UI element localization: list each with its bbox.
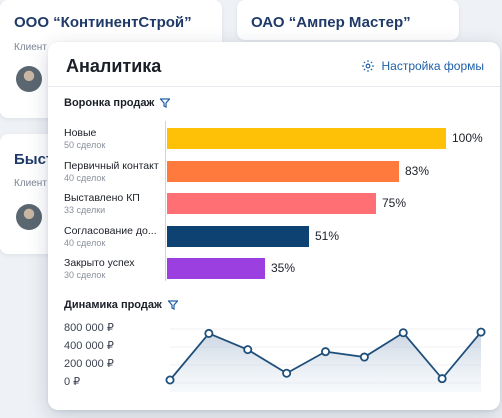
funnel-stage-label: Первичный контакт [64, 159, 159, 172]
panel-title: Аналитика [66, 56, 162, 76]
funnel-stage-label: Согласование до... [64, 224, 157, 237]
funnel-stage-count: 30 сделок [64, 270, 106, 280]
sales-point[interactable] [320, 347, 330, 357]
funnel-stage-label: Новые [64, 127, 97, 139]
y-tick-label: 400 000 ₽ [64, 340, 114, 352]
sales-point[interactable] [282, 368, 292, 378]
funnel-title: Воронка продаж [64, 97, 155, 109]
sales-point[interactable] [165, 375, 175, 385]
avatar [16, 66, 42, 92]
funnel-bar-percent: 35% [271, 261, 296, 275]
client-card-label: Клиент [14, 42, 47, 53]
analytics-panel: Аналитика Настройка формы Воронка продаж… [48, 42, 500, 410]
funnel-stage-label: Выставлено КП [64, 192, 140, 204]
funnel-stage-label: Закрыто успех [64, 257, 135, 269]
client-card-label: Клиент [14, 178, 47, 189]
sales-point[interactable] [359, 352, 369, 362]
sales-point[interactable] [476, 327, 486, 337]
sales-dynamics-chart [165, 327, 486, 392]
funnel-filter-icon[interactable] [160, 98, 171, 108]
funnel-axis [165, 121, 166, 281]
header-divider [48, 86, 500, 87]
dynamics-title: Динамика продаж [64, 299, 162, 311]
sales-point[interactable] [204, 328, 214, 338]
funnel-bar-percent: 75% [382, 196, 407, 210]
form-settings-label: Настройка формы [381, 59, 484, 73]
y-tick-label: 0 ₽ [64, 376, 81, 388]
sales-point[interactable] [243, 345, 253, 355]
funnel-bar[interactable] [167, 128, 446, 149]
gear-icon [362, 60, 375, 72]
sales-point[interactable] [437, 374, 447, 384]
client-card-title: Быст [14, 151, 54, 168]
funnel-bar-percent: 83% [405, 163, 430, 178]
client-card-title: ООО “КонтинентСтрой” [14, 14, 192, 31]
avatar [16, 204, 42, 230]
dynamics-section-title: Динамика продаж [64, 299, 178, 311]
client-card-title: ОАО “Ампер Мастер” [251, 14, 411, 31]
client-card-amper-master[interactable]: ОАО “Ампер Мастер” [237, 0, 459, 40]
y-tick-label: 800 000 ₽ [64, 322, 114, 334]
funnel-bar[interactable] [167, 160, 399, 182]
funnel-stage-count: 40 сделок [64, 172, 106, 183]
funnel-bar[interactable] [167, 258, 265, 279]
funnel-stage-count: 50 сделок [64, 140, 106, 150]
funnel-stage-count: 33 сделки [64, 205, 106, 215]
sales-point[interactable] [398, 328, 408, 338]
sales-area [170, 332, 481, 392]
funnel-bar[interactable] [167, 225, 309, 247]
funnel-bar-percent: 51% [315, 228, 340, 243]
dynamics-filter-icon[interactable] [167, 300, 178, 310]
funnel-bar[interactable] [167, 193, 376, 214]
y-tick-label: 200 000 ₽ [64, 358, 114, 370]
funnel-section-title: Воронка продаж [64, 97, 171, 109]
funnel-bar-percent: 100% [452, 131, 483, 145]
funnel-stage-count: 40 сделок [64, 237, 106, 248]
form-settings-button[interactable]: Настройка формы [361, 59, 484, 73]
